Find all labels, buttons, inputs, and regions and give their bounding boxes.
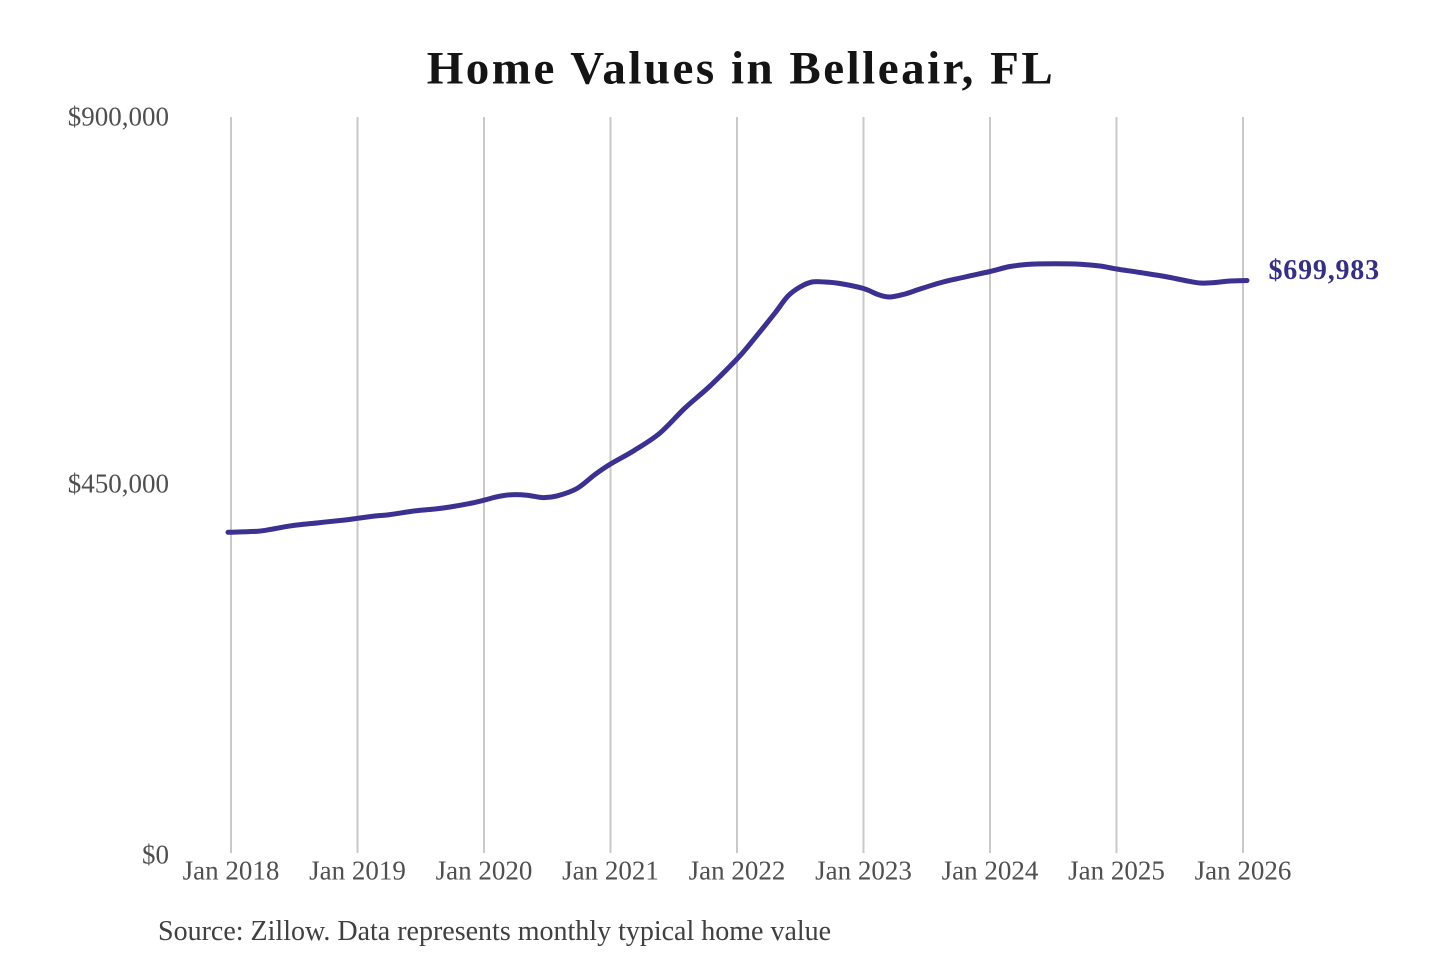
svg-text:Home Values in Belleair, FL: Home Values in Belleair, FL <box>427 43 1056 95</box>
svg-text:Jan 2020: Jan 2020 <box>436 856 533 886</box>
svg-text:$450,000: $450,000 <box>68 469 169 499</box>
svg-text:$699,983: $699,983 <box>1269 255 1380 286</box>
svg-text:Jan 2018: Jan 2018 <box>183 856 280 886</box>
svg-text:Jan 2019: Jan 2019 <box>309 856 406 886</box>
svg-text:Jan 2026: Jan 2026 <box>1195 856 1292 886</box>
svg-text:Jan 2025: Jan 2025 <box>1068 856 1165 886</box>
svg-text:Jan 2022: Jan 2022 <box>689 856 786 886</box>
svg-text:Jan 2021: Jan 2021 <box>562 856 659 886</box>
svg-text:Source: Zillow. Data represent: Source: Zillow. Data represents monthly … <box>158 916 831 947</box>
svg-text:$900,000: $900,000 <box>68 102 169 132</box>
svg-text:Jan 2023: Jan 2023 <box>815 856 912 886</box>
svg-text:Jan 2024: Jan 2024 <box>942 856 1039 886</box>
svg-text:$0: $0 <box>142 840 169 870</box>
